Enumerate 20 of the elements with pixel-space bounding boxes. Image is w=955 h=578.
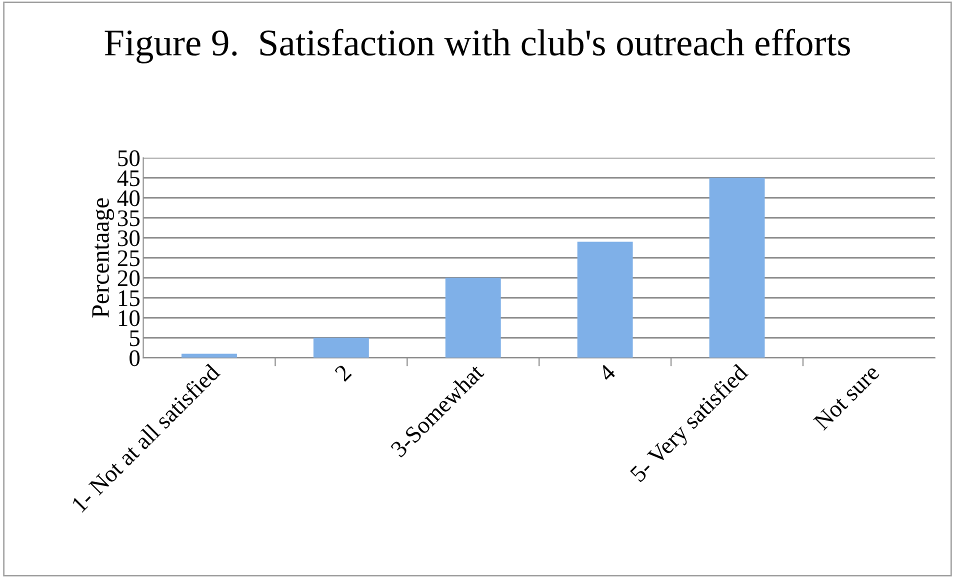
- chart-title: Figure 9. Satisfaction with club's outreach efforts: [104, 28, 850, 64]
- bar: [445, 278, 501, 358]
- x-tick-label: 2: [334, 364, 352, 382]
- y-tick-label: 20: [118, 270, 140, 286]
- y-tick-label: 0: [130, 350, 140, 366]
- y-axis-title: Percentaage: [92, 198, 114, 318]
- y-tick-label: 40: [117, 190, 140, 206]
- bar: [313, 338, 369, 358]
- x-tick-label: Not sure: [813, 364, 880, 431]
- y-tick-label: 25: [118, 250, 140, 266]
- bar: [577, 242, 633, 358]
- y-tick-label: 10: [118, 310, 140, 326]
- bar: [709, 178, 765, 358]
- y-tick-label: 15: [118, 290, 140, 306]
- y-tick-label: 5: [130, 330, 140, 346]
- y-tick-label: 35: [118, 210, 140, 226]
- y-tick-label: 45: [117, 170, 140, 186]
- y-tick-label: 50: [118, 150, 140, 166]
- y-tick-label: 30: [118, 230, 140, 246]
- x-tick-label: 4: [598, 363, 616, 382]
